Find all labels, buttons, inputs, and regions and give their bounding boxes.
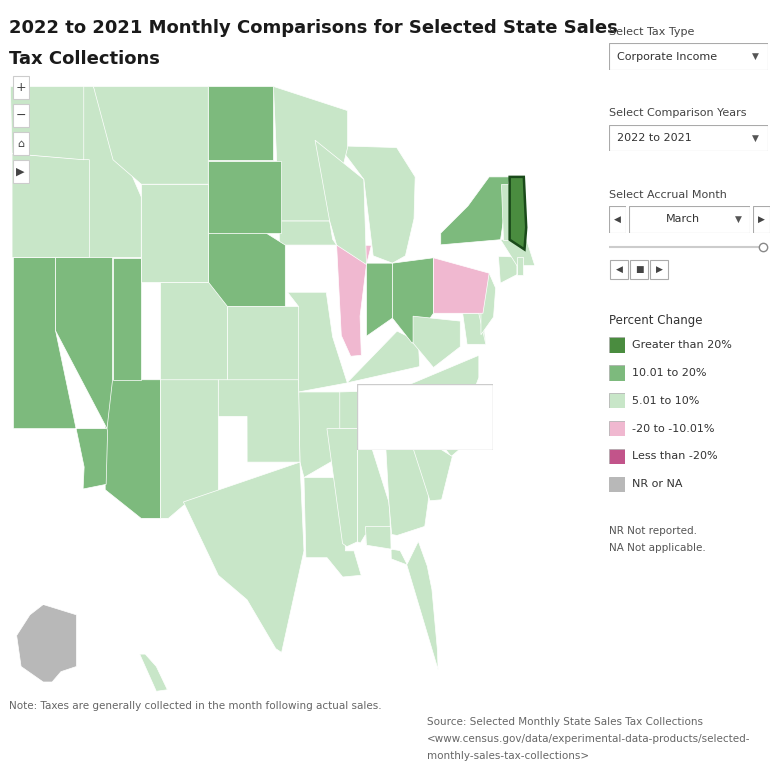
Text: Select Tax Type: Select Tax Type	[609, 27, 695, 37]
Polygon shape	[288, 292, 348, 392]
Text: ◀: ◀	[615, 215, 621, 224]
Text: 14.52%: 14.52%	[365, 429, 424, 444]
Bar	[610, 260, 628, 280]
Polygon shape	[10, 87, 84, 160]
Polygon shape	[315, 140, 366, 264]
Polygon shape	[304, 477, 361, 577]
Polygon shape	[434, 258, 489, 313]
Text: −: −	[16, 109, 26, 122]
Bar	[630, 260, 648, 280]
Polygon shape	[385, 415, 430, 536]
Polygon shape	[218, 380, 300, 462]
Text: Greater than 20%: Greater than 20%	[632, 340, 733, 350]
Text: Corporate Income: Corporate Income	[617, 52, 717, 61]
Text: 5.01 to 10%: 5.01 to 10%	[632, 396, 700, 405]
Text: Percent Change: Percent Change	[609, 314, 702, 327]
Polygon shape	[358, 429, 392, 544]
Text: NR or NA: NR or NA	[632, 480, 683, 489]
Polygon shape	[347, 331, 420, 383]
Polygon shape	[16, 604, 77, 682]
Polygon shape	[337, 245, 372, 356]
Text: <www.census.gov/data/experimental-data-products/selected-: <www.census.gov/data/experimental-data-p…	[427, 734, 750, 744]
Text: monthly-sales-tax-collections>: monthly-sales-tax-collections>	[427, 751, 589, 761]
Polygon shape	[441, 177, 510, 245]
Polygon shape	[299, 392, 346, 477]
Polygon shape	[365, 526, 438, 670]
Polygon shape	[338, 146, 415, 264]
Text: NR Not reported.: NR Not reported.	[609, 526, 697, 536]
Polygon shape	[56, 257, 113, 429]
Polygon shape	[524, 177, 528, 232]
Polygon shape	[113, 257, 141, 380]
Polygon shape	[340, 390, 423, 429]
Bar	[650, 260, 668, 280]
Text: ▶: ▶	[758, 215, 764, 224]
Text: New Hampshire: New Hampshire	[365, 400, 470, 413]
Text: 10.01 to 20%: 10.01 to 20%	[632, 368, 707, 377]
Text: Less than -20%: Less than -20%	[632, 452, 718, 461]
Polygon shape	[208, 233, 286, 306]
Polygon shape	[208, 87, 273, 160]
Polygon shape	[501, 184, 510, 239]
Polygon shape	[93, 87, 208, 184]
Text: ▶: ▶	[656, 265, 663, 274]
Text: Note: Taxes are generally collected in the month following actual sales.: Note: Taxes are generally collected in t…	[9, 701, 382, 711]
Text: ▼: ▼	[752, 52, 759, 61]
Text: Tax Collections: Tax Collections	[9, 50, 160, 68]
Polygon shape	[12, 153, 89, 257]
Polygon shape	[227, 306, 299, 380]
Text: ▼: ▼	[735, 215, 742, 224]
Text: 2022 to 2021: 2022 to 2021	[617, 133, 692, 143]
Text: Source: Selected Monthly State Sales Tax Collections: Source: Selected Monthly State Sales Tax…	[427, 717, 703, 727]
Polygon shape	[498, 257, 517, 283]
Polygon shape	[501, 236, 535, 266]
Text: ◀: ◀	[616, 265, 622, 274]
Text: ⌂: ⌂	[17, 139, 24, 149]
Polygon shape	[397, 391, 479, 456]
Text: ■: ■	[636, 265, 643, 274]
Polygon shape	[161, 282, 227, 380]
Polygon shape	[443, 313, 486, 344]
Text: Select Accrual Month: Select Accrual Month	[609, 190, 727, 200]
Polygon shape	[481, 273, 496, 335]
Polygon shape	[279, 221, 337, 245]
Text: +: +	[16, 81, 26, 95]
Text: ▶: ▶	[16, 167, 25, 177]
Polygon shape	[82, 87, 141, 257]
Polygon shape	[393, 258, 434, 343]
Text: March: March	[667, 215, 701, 224]
Polygon shape	[404, 355, 479, 391]
Text: -20 to -10.01%: -20 to -10.01%	[632, 424, 715, 433]
Polygon shape	[140, 654, 168, 691]
Polygon shape	[327, 429, 358, 546]
Polygon shape	[273, 87, 348, 221]
Polygon shape	[366, 264, 393, 336]
Polygon shape	[479, 311, 486, 344]
Polygon shape	[208, 161, 281, 233]
Text: ▼: ▼	[752, 133, 759, 143]
Text: NA Not applicable.: NA Not applicable.	[609, 543, 706, 553]
Polygon shape	[141, 184, 208, 282]
Polygon shape	[510, 177, 526, 250]
Polygon shape	[407, 428, 452, 501]
Polygon shape	[106, 380, 161, 518]
Text: Select Comparison Years: Select Comparison Years	[609, 109, 747, 119]
Polygon shape	[413, 316, 460, 367]
Polygon shape	[13, 257, 108, 489]
Polygon shape	[517, 257, 524, 274]
Text: 2022 to 2021 Monthly Comparisons for Selected State Sales: 2022 to 2021 Monthly Comparisons for Sel…	[9, 19, 618, 37]
Polygon shape	[161, 380, 218, 518]
Polygon shape	[183, 462, 304, 653]
